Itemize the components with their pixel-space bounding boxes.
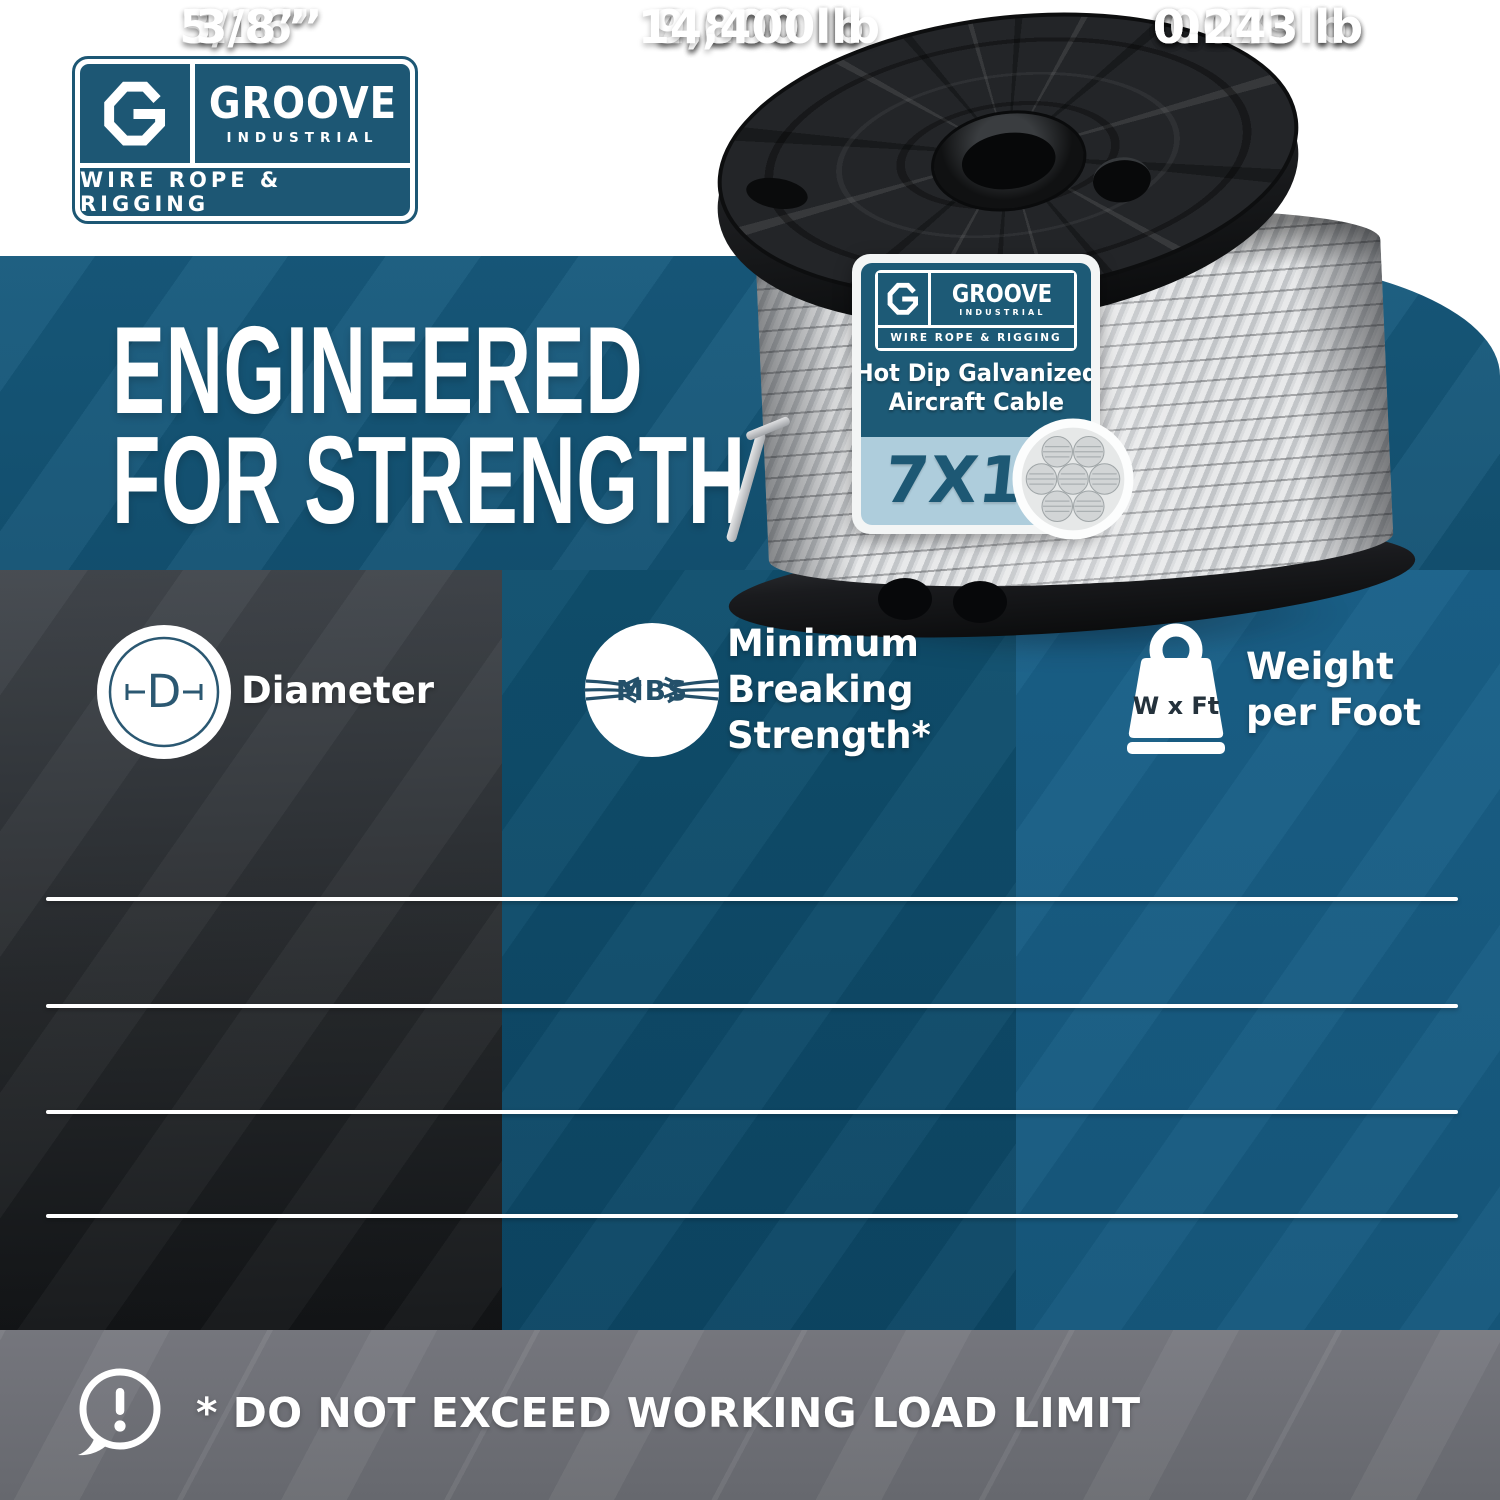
brand-name-sub: INDUSTRIAL bbox=[226, 129, 379, 146]
weight-column-band bbox=[1016, 570, 1500, 1330]
mbs-icon-text: MBS bbox=[616, 674, 688, 707]
mbs-label-line2: Breaking bbox=[727, 668, 914, 711]
weight-label-line2: per Foot bbox=[1246, 691, 1422, 734]
brand-tagline: WIRE ROPE & RIGGING bbox=[80, 168, 410, 216]
weight-value: 0.243 lb bbox=[1152, 0, 1364, 54]
mbs-label-line1: Minimum bbox=[727, 622, 919, 665]
weight-value: 0.173 lb bbox=[1152, 0, 1364, 54]
table-row: 3/8” 14,400 lb 0.243 lb bbox=[0, 0, 1500, 54]
weight-value: 0.065 lb bbox=[1152, 0, 1364, 54]
weight-label-line1: Weight bbox=[1246, 645, 1394, 688]
brand-logo: GROOVE INDUSTRIAL WIRE ROPE & RIGGING bbox=[72, 56, 418, 224]
weight-icon-text: W x Ft bbox=[1133, 692, 1220, 720]
diameter-column-label: Diameter bbox=[241, 669, 435, 712]
brand-name: GROOVE bbox=[208, 77, 397, 129]
mbs-value: 14,400 lb bbox=[637, 0, 881, 54]
mbs-column-label: Minimum Breaking Strength* bbox=[727, 621, 931, 759]
mbs-value: 4,200 lb bbox=[653, 0, 865, 54]
table-row: 1/8” 2,000 lb 0.029 lb bbox=[0, 0, 1500, 54]
diameter-value: 1/8” bbox=[195, 0, 307, 54]
diameter-value: 3/8” bbox=[195, 0, 307, 54]
diameter-value: 5/16” bbox=[179, 0, 323, 54]
warning-text: * DO NOT EXCEED WORKING LOAD LIMIT bbox=[196, 1389, 1141, 1437]
diameter-value: 3/16” bbox=[179, 0, 323, 54]
mbs-icon: MBS bbox=[584, 623, 720, 757]
table-row: 5/16” 9,800 lb 0.173 lb bbox=[0, 0, 1500, 54]
row-divider bbox=[46, 897, 1458, 901]
row-divider bbox=[46, 1004, 1458, 1008]
mbs-value: 2,000 lb bbox=[653, 0, 865, 54]
weight-value: 0.11 lb bbox=[1168, 0, 1348, 54]
hero-headline: ENGINEERED FOR STRENGTH bbox=[112, 302, 746, 550]
diameter-column-band bbox=[0, 570, 502, 1330]
row-divider bbox=[46, 1214, 1458, 1218]
diameter-icon-letter: D bbox=[147, 665, 182, 718]
weight-value: 0.029 lb bbox=[1152, 0, 1364, 54]
hero-headline-line1: ENGINEERED bbox=[112, 302, 644, 440]
diameter-icon: D bbox=[97, 625, 231, 759]
weight-icon: W x Ft bbox=[1127, 623, 1225, 754]
table-row: 1/4” 7,000 lb 0.11 lb bbox=[0, 0, 1500, 54]
table-row: 3/16” 4,200 lb 0.065 lb bbox=[0, 0, 1500, 54]
row-divider bbox=[46, 1110, 1458, 1114]
groove-g-icon bbox=[80, 64, 190, 163]
mbs-value: 9,800 lb bbox=[653, 0, 865, 54]
diameter-value: 1/4” bbox=[195, 0, 307, 54]
warning-icon bbox=[78, 1368, 161, 1456]
mbs-label-line3: Strength* bbox=[727, 714, 931, 757]
footer-band bbox=[0, 1330, 1500, 1500]
weight-column-label: Weight per Foot bbox=[1246, 644, 1421, 736]
mbs-value: 7,000 lb bbox=[653, 0, 865, 54]
hero-headline-line2: FOR STRENGTH bbox=[112, 412, 746, 550]
